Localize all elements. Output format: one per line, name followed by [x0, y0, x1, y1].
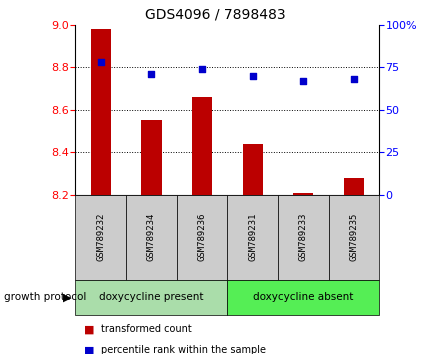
Text: GSM789233: GSM789233	[298, 213, 307, 261]
Bar	[90, 29, 111, 195]
Text: ■: ■	[84, 346, 94, 354]
Point	[147, 71, 154, 77]
Bar	[141, 120, 161, 195]
Text: doxycycline absent: doxycycline absent	[252, 292, 353, 302]
Text: doxycycline present: doxycycline present	[99, 292, 203, 302]
Bar	[227, 280, 378, 315]
Point	[198, 66, 205, 72]
Text: GSM789235: GSM789235	[349, 213, 358, 261]
Bar	[75, 195, 126, 280]
Bar	[75, 280, 227, 315]
Bar	[328, 195, 378, 280]
Text: GDS4096 / 7898483: GDS4096 / 7898483	[145, 7, 285, 21]
Text: transformed count: transformed count	[101, 324, 192, 334]
Bar	[292, 193, 313, 195]
Text: percentile rank within the sample: percentile rank within the sample	[101, 346, 266, 354]
Bar	[242, 144, 262, 195]
Point	[350, 76, 356, 82]
Bar	[126, 195, 176, 280]
Bar	[343, 178, 363, 195]
Point	[299, 78, 306, 84]
Bar	[191, 97, 212, 195]
Point	[249, 73, 255, 79]
Text: ▶: ▶	[62, 292, 71, 302]
Text: GSM789232: GSM789232	[96, 213, 105, 261]
Text: GSM789234: GSM789234	[147, 213, 156, 261]
Bar	[277, 195, 328, 280]
Text: GSM789231: GSM789231	[248, 213, 257, 261]
Bar	[227, 195, 277, 280]
Point	[97, 59, 104, 65]
Text: growth protocol: growth protocol	[4, 292, 86, 302]
Text: ■: ■	[84, 324, 94, 334]
Bar	[176, 195, 227, 280]
Text: GSM789236: GSM789236	[197, 213, 206, 261]
